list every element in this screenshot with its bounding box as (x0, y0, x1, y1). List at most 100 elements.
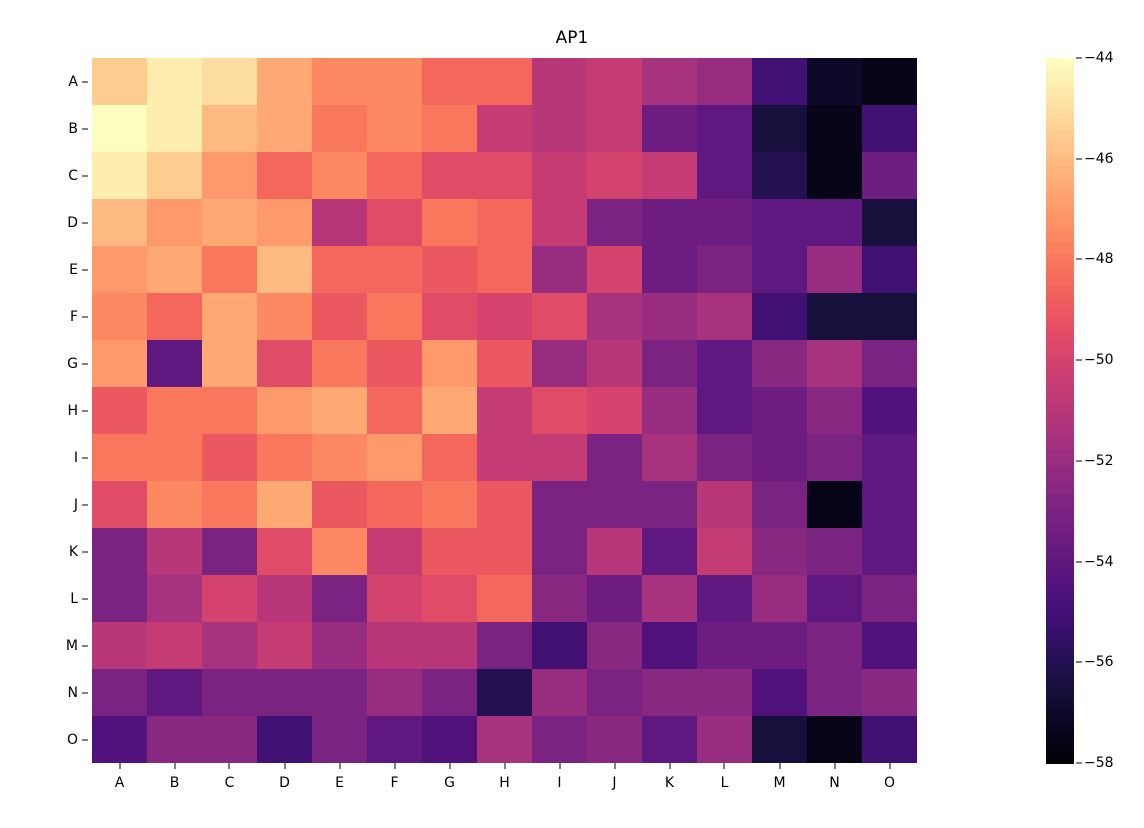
heatmap-cell (367, 152, 422, 199)
y-tick-mark (82, 504, 88, 505)
heatmap-cell (807, 575, 862, 622)
heatmap-cell (587, 246, 642, 293)
heatmap-cell (697, 246, 752, 293)
heatmap-cell (202, 293, 257, 340)
y-tick-label: C (68, 168, 78, 184)
heatmap-cell (312, 528, 367, 575)
heatmap-cell (752, 387, 807, 434)
heatmap-cell (147, 434, 202, 481)
heatmap-cell (752, 622, 807, 669)
heatmap-cell (532, 199, 587, 246)
heatmap-cell (862, 528, 917, 575)
heatmap-cell (422, 387, 477, 434)
heatmap-cell (367, 293, 422, 340)
heatmap-cell (202, 152, 257, 199)
x-tick-mark (614, 763, 615, 769)
heatmap-cell (477, 199, 532, 246)
colorbar-tick-mark (1076, 460, 1082, 461)
heatmap-cell (807, 716, 862, 763)
heatmap-cell (202, 434, 257, 481)
heatmap-cell (697, 622, 752, 669)
heatmap-cell (642, 340, 697, 387)
heatmap-cell (642, 105, 697, 152)
heatmap-cell (422, 481, 477, 528)
heatmap-cell (367, 434, 422, 481)
heatmap-cell (532, 434, 587, 481)
x-tick-mark (229, 763, 230, 769)
heatmap-cell (312, 387, 367, 434)
colorbar-tick-mark (1076, 763, 1082, 764)
heatmap-cell (147, 575, 202, 622)
x-tick-label: E (335, 775, 344, 791)
x-tick-label: D (279, 775, 290, 791)
y-tick-mark (82, 410, 88, 411)
x-tick-mark (724, 763, 725, 769)
heatmap-cell (367, 387, 422, 434)
heatmap-cell (807, 481, 862, 528)
heatmap-cell (862, 152, 917, 199)
heatmap-cell (642, 293, 697, 340)
heatmap-cell (807, 246, 862, 293)
heatmap-cell (147, 340, 202, 387)
y-tick-label: G (67, 356, 78, 372)
heatmap-cell (312, 293, 367, 340)
x-tick-mark (779, 763, 780, 769)
heatmap-cell (642, 669, 697, 716)
heatmap-cell (312, 58, 367, 105)
heatmap-cell (147, 622, 202, 669)
x-tick-mark (339, 763, 340, 769)
heatmap-cell (312, 105, 367, 152)
heatmap-cell (92, 575, 147, 622)
heatmap-cell (532, 528, 587, 575)
heatmap-cell (257, 152, 312, 199)
heatmap-cell (312, 716, 367, 763)
x-tick-label: C (225, 775, 235, 791)
colorbar-ticks: −44−46−48−50−52−54−56−58 (1076, 58, 1112, 763)
x-tick-mark (834, 763, 835, 769)
heatmap-cell (862, 246, 917, 293)
heatmap-cell (477, 293, 532, 340)
heatmap-cell (312, 199, 367, 246)
heatmap-cell (92, 481, 147, 528)
colorbar-tick-label: −48 (1084, 251, 1114, 267)
heatmap-cell (477, 575, 532, 622)
heatmap-cell (477, 105, 532, 152)
heatmap-cell (147, 293, 202, 340)
heatmap-cell (147, 105, 202, 152)
heatmap-cell (202, 575, 257, 622)
heatmap-cell (202, 481, 257, 528)
heatmap-cell (477, 528, 532, 575)
heatmap-cell (752, 58, 807, 105)
heatmap-cell (532, 58, 587, 105)
heatmap-cell (477, 434, 532, 481)
heatmap-cell (92, 152, 147, 199)
heatmap-cell (807, 105, 862, 152)
heatmap-cell (752, 434, 807, 481)
heatmap-cell (807, 434, 862, 481)
heatmap-cell (147, 716, 202, 763)
heatmap-cell (477, 58, 532, 105)
heatmap-cell (147, 199, 202, 246)
heatmap-cell (587, 293, 642, 340)
heatmap-cell (807, 622, 862, 669)
heatmap-cell (642, 481, 697, 528)
x-tick-label: A (115, 775, 125, 791)
y-tick-mark (82, 739, 88, 740)
heatmap-cell (477, 716, 532, 763)
x-tick-mark (449, 763, 450, 769)
heatmap-cell (202, 387, 257, 434)
heatmap-cell (422, 199, 477, 246)
heatmap-cell (532, 575, 587, 622)
heatmap-cell (477, 669, 532, 716)
heatmap-cell (752, 481, 807, 528)
heatmap-cell (202, 716, 257, 763)
x-tick-label: K (665, 775, 674, 791)
heatmap-cell (752, 105, 807, 152)
y-tick-label: M (66, 638, 78, 654)
heatmap-cell (862, 716, 917, 763)
heatmap-cell (367, 199, 422, 246)
heatmap-cell (532, 387, 587, 434)
heatmap-cell (477, 387, 532, 434)
x-tick-label: F (390, 775, 398, 791)
heatmap-cell (862, 340, 917, 387)
